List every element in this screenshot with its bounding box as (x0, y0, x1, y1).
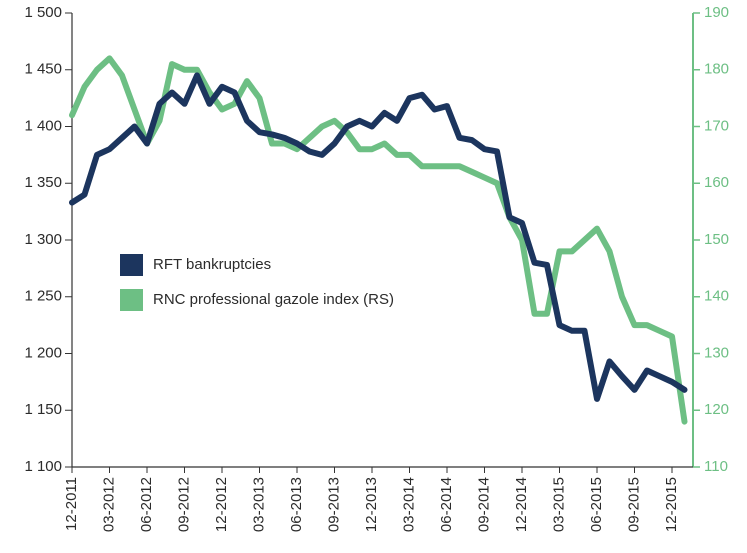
y-tick-label: 1 100 (24, 458, 62, 475)
x-tick-label: 03-2013 (250, 477, 267, 532)
x-tick-label: 06-2015 (588, 477, 605, 532)
y-tick-label: 1 350 (24, 174, 62, 191)
y2-tick-label: 180 (704, 61, 729, 78)
y-tick-label: 1 500 (24, 4, 62, 21)
y2-tick-label: 110 (704, 458, 728, 475)
x-tick-label: 09-2012 (175, 477, 192, 532)
y2-tick-label: 130 (704, 344, 729, 361)
y2-tick-label: 150 (704, 231, 729, 248)
legend-label: RFT bankruptcies (153, 256, 271, 273)
x-tick-label: 03-2015 (550, 477, 567, 532)
x-tick-label: 12-2012 (213, 477, 230, 532)
x-tick-label: 06-2012 (138, 477, 155, 532)
y-tick-label: 1 150 (24, 401, 62, 418)
x-tick-label: 03-2012 (100, 477, 117, 532)
y2-tick-label: 170 (704, 117, 729, 134)
series-line (69, 72, 688, 402)
y2-tick-label: 120 (704, 401, 729, 418)
y2-tick-label: 140 (704, 288, 729, 305)
y-tick-label: 1 200 (24, 344, 62, 361)
y-tick-label: 1 250 (24, 288, 62, 305)
legend-swatch (120, 289, 143, 311)
y-tick-label: 1 450 (24, 61, 62, 78)
x-tick-label: 12-2015 (663, 477, 680, 532)
x-tick-label: 12-2013 (363, 477, 380, 532)
legend-swatch (120, 254, 143, 276)
x-tick-label: 09-2015 (625, 477, 642, 532)
x-tick-label: 09-2013 (325, 477, 342, 532)
y-tick-label: 1 400 (24, 117, 62, 134)
x-tick-label: 12-2011 (63, 477, 80, 531)
x-tick-label: 06-2014 (438, 477, 455, 532)
x-tick-label: 12-2014 (513, 477, 530, 532)
y2-tick-label: 190 (704, 4, 729, 21)
x-tick-label: 06-2013 (288, 477, 305, 532)
y-tick-label: 1 300 (24, 231, 62, 248)
series-line (69, 55, 688, 425)
y2-tick-label: 160 (704, 174, 729, 191)
x-tick-label: 09-2014 (475, 477, 492, 532)
legend-label: RNC professional gazole index (RS) (153, 291, 394, 308)
x-tick-label: 03-2014 (400, 477, 417, 532)
